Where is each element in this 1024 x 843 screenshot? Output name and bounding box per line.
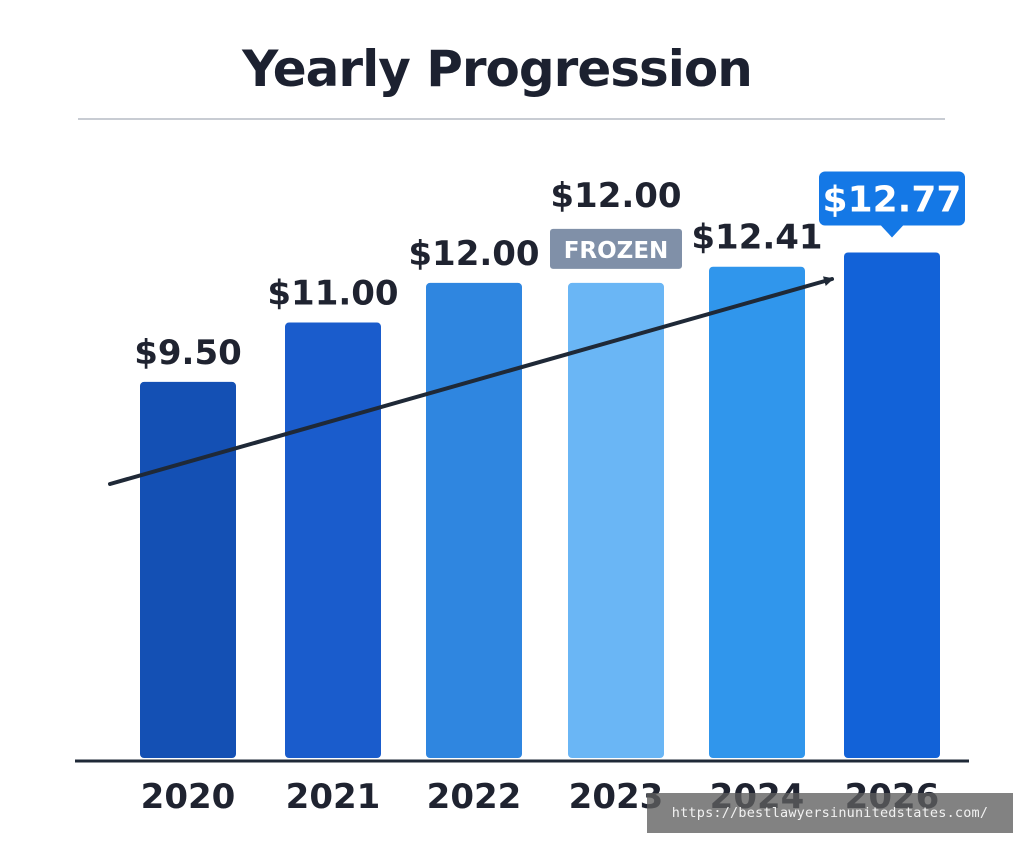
bar-2022 [426, 282, 522, 758]
bar-2023 [568, 282, 664, 758]
bar-2026 [844, 252, 940, 758]
x-tick-label-2020: 2020 [141, 777, 236, 817]
value-label-2022: $12.00 [408, 234, 539, 274]
trend-arrow [108, 276, 834, 486]
x-tick-label-2021: 2021 [286, 777, 381, 817]
value-callout-2026: $12.77 [819, 171, 965, 238]
value-label-2026: $12.77 [823, 179, 962, 220]
bars-layer [140, 252, 940, 758]
callout-box [819, 171, 965, 226]
chart-title: Yearly Progression [241, 40, 752, 98]
watermark-url: https://bestlawyersinunitedstates.com/ [647, 793, 1013, 833]
value-label-2021: $11.00 [267, 274, 398, 314]
bar-2021 [285, 322, 381, 758]
frozen-badge [550, 228, 682, 269]
bar-2024 [709, 266, 805, 758]
x-tick-label-2022: 2022 [427, 777, 522, 817]
value-label-2023: $12.00 [550, 176, 681, 216]
bar-2020 [140, 381, 236, 758]
frozen-badge-text: FROZEN [564, 238, 669, 264]
value-label-2020: $9.50 [134, 333, 242, 373]
callout-pointer [880, 224, 904, 238]
value-label-2024: $12.41 [691, 218, 822, 258]
labels-layer: 2020$9.502021$11.002022$12.002023FROZEN$… [134, 171, 965, 817]
